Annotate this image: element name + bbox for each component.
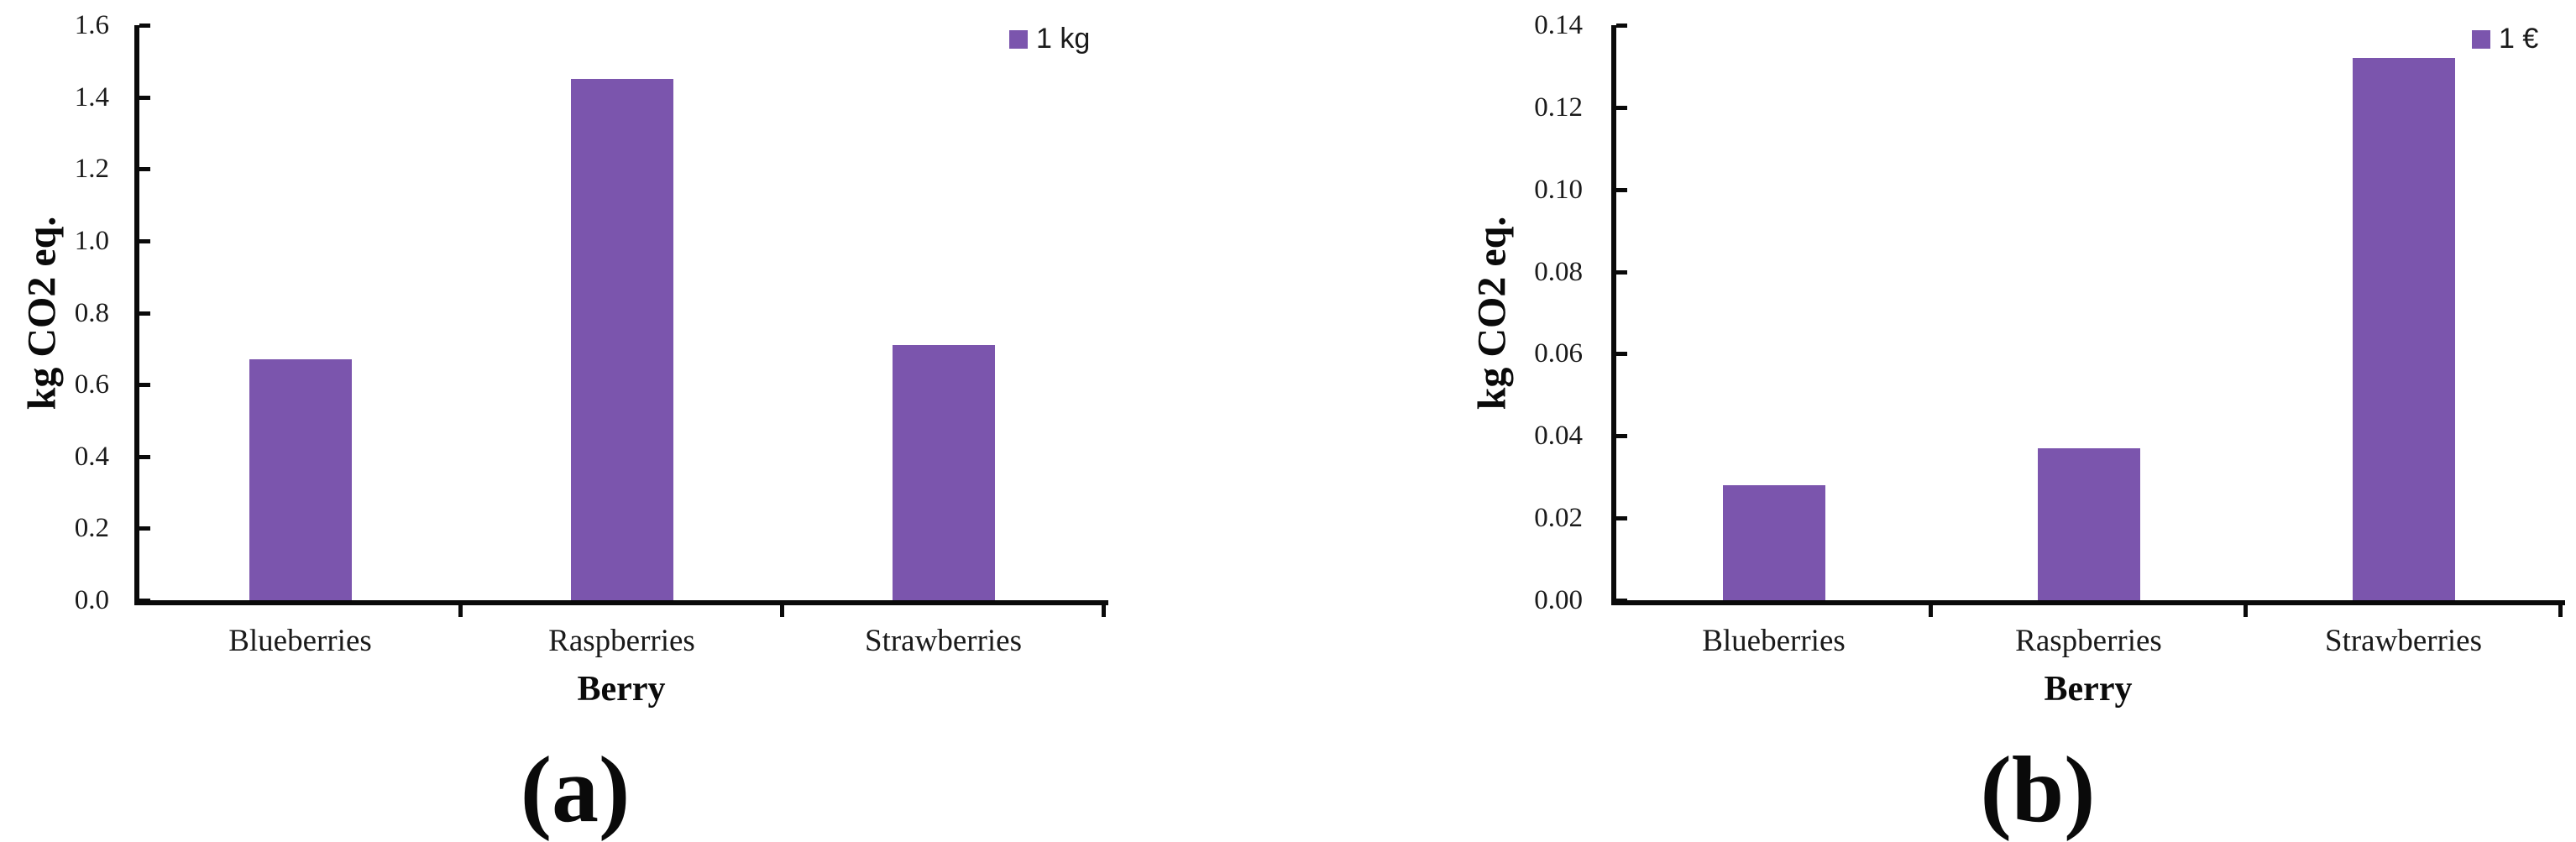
y-tick-label: 0.14 bbox=[1534, 10, 1583, 40]
chart-b-y-axis-title: kg CO2 eq. bbox=[1469, 216, 1515, 411]
chart-a-x-axis-line bbox=[134, 600, 1108, 605]
category-label-raspberries: Raspberries bbox=[548, 624, 695, 658]
category-label-raspberries: Raspberries bbox=[2015, 624, 2162, 658]
y-tick bbox=[1616, 516, 1627, 521]
y-tick bbox=[139, 238, 150, 243]
y-tick bbox=[1616, 599, 1627, 603]
category-label-blueberries: Blueberries bbox=[228, 624, 372, 658]
chart-a-x-axis-title: Berry bbox=[577, 670, 666, 709]
y-tick bbox=[1616, 352, 1627, 357]
bar-blueberries bbox=[1722, 485, 1825, 600]
y-tick-label: 0.4 bbox=[74, 441, 109, 472]
y-tick bbox=[1616, 434, 1627, 439]
y-tick bbox=[139, 24, 150, 28]
y-tick bbox=[139, 95, 150, 100]
chart-b-x-axis-title: Berry bbox=[2044, 670, 2133, 709]
chart-b-x-axis-line bbox=[1611, 600, 2565, 605]
bar-strawberries bbox=[2352, 58, 2455, 600]
y-tick-label: 0.12 bbox=[1534, 92, 1583, 123]
chart-b-legend: 1 € bbox=[2472, 23, 2538, 55]
y-tick-label: 0.06 bbox=[1534, 338, 1583, 369]
y-tick-label: 1.4 bbox=[74, 81, 109, 112]
y-tick-label: 1.0 bbox=[74, 225, 109, 256]
y-tick-label: 1.6 bbox=[74, 10, 109, 40]
y-tick bbox=[1616, 187, 1627, 192]
category-label-strawberries: Strawberries bbox=[2325, 624, 2482, 658]
y-tick bbox=[1616, 269, 1627, 275]
y-tick bbox=[139, 454, 150, 459]
chart-b-caption: (b) bbox=[1980, 738, 2096, 842]
y-tick bbox=[139, 167, 150, 172]
y-tick-label: 0.02 bbox=[1534, 503, 1583, 534]
y-tick bbox=[139, 311, 150, 316]
chart-a-legend: 1 kg bbox=[1009, 23, 1090, 55]
bar-raspberries bbox=[2037, 447, 2140, 600]
y-tick bbox=[139, 526, 150, 531]
x-tick bbox=[2244, 605, 2248, 617]
bar-strawberries bbox=[892, 345, 995, 600]
category-label-blueberries: Blueberries bbox=[1702, 624, 1846, 658]
category-label-strawberries: Strawberries bbox=[865, 624, 1022, 658]
y-tick bbox=[139, 599, 150, 603]
chart-a-y-axis-line bbox=[134, 25, 139, 605]
y-tick-label: 0.04 bbox=[1534, 421, 1583, 452]
chart-a-caption: (a) bbox=[520, 738, 631, 842]
y-tick-label: 0.6 bbox=[74, 369, 109, 400]
x-tick bbox=[1102, 605, 1106, 617]
bar-blueberries bbox=[249, 359, 352, 600]
chart-b-legend-label: 1 € bbox=[2499, 23, 2539, 55]
x-tick bbox=[1929, 605, 1933, 617]
y-tick-label: 0.2 bbox=[74, 513, 109, 544]
y-tick-label: 1.2 bbox=[74, 154, 109, 185]
x-tick bbox=[2558, 605, 2563, 617]
y-tick bbox=[139, 383, 150, 388]
legend-swatch-icon bbox=[2472, 29, 2490, 49]
chart-b-y-axis-line bbox=[1611, 25, 1616, 605]
y-tick bbox=[1616, 105, 1627, 110]
y-tick bbox=[1616, 24, 1627, 28]
y-tick-label: 0.08 bbox=[1534, 256, 1583, 287]
legend-swatch-icon bbox=[1009, 29, 1028, 49]
y-tick-label: 0.10 bbox=[1534, 174, 1583, 205]
x-tick bbox=[458, 605, 463, 617]
y-tick-label: 0.00 bbox=[1534, 585, 1583, 615]
chart-a-legend-label: 1 kg bbox=[1036, 23, 1091, 55]
y-tick-label: 0.8 bbox=[74, 297, 109, 328]
y-tick-label: 0.0 bbox=[74, 585, 109, 615]
bar-raspberries bbox=[570, 79, 673, 600]
x-tick bbox=[780, 605, 784, 617]
